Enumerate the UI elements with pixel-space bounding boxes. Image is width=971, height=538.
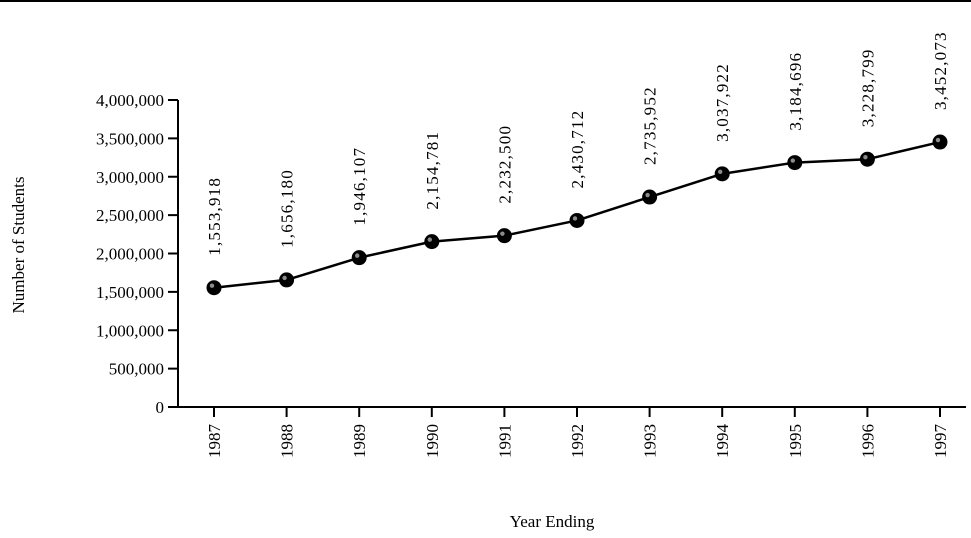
data-point-highlight	[427, 237, 432, 242]
data-point-highlight	[209, 283, 215, 288]
x-axis: 1987 1988 1989 1990 1991 1992 1993 1994 1995 1996…	[178, 406, 966, 459]
x-tick-label: 1995	[786, 424, 805, 458]
series-line	[206, 134, 948, 296]
x-axis-title: Year Ending	[510, 512, 595, 531]
x-tick-label: 1991	[495, 424, 514, 458]
data-point	[859, 151, 875, 167]
data-point	[351, 250, 367, 266]
data-point	[206, 280, 222, 296]
data-point	[932, 134, 948, 150]
data-point	[714, 166, 730, 182]
x-tick-label: 1989	[350, 424, 369, 458]
data-labels: 1,553,918 1,656,180 1,946,107 2,154,781 2,23…	[205, 31, 950, 255]
y-tick-label: 0	[156, 398, 165, 417]
data-label: 2,735,952	[641, 86, 660, 165]
data-point	[642, 189, 658, 205]
data-label: 2,430,712	[568, 110, 587, 189]
x-tick-label: 1994	[713, 424, 732, 459]
x-tick-label: 1992	[568, 424, 587, 458]
data-point-highlight	[282, 275, 287, 281]
data-point-highlight	[355, 253, 360, 258]
y-tick-label: 3,500,000	[96, 129, 164, 148]
y-tick-label: 1,500,000	[96, 283, 164, 302]
data-label: 3,228,799	[858, 48, 877, 127]
data-point	[424, 234, 440, 250]
data-point	[787, 155, 803, 171]
data-point	[496, 228, 512, 244]
data-point-highlight	[790, 158, 795, 163]
data-point	[569, 212, 585, 228]
y-tick-label: 2,500,000	[96, 206, 164, 225]
x-tick-label: 1996	[858, 424, 877, 458]
x-tick-label: 1993	[641, 424, 660, 458]
data-point-highlight	[572, 216, 578, 221]
y-tick-label: 2,000,000	[96, 245, 164, 264]
data-point	[279, 272, 295, 288]
x-tick-label: 1988	[278, 424, 297, 458]
data-label: 3,452,073	[931, 31, 950, 110]
data-label: 3,184,696	[786, 52, 805, 131]
data-point-highlight	[500, 231, 505, 236]
x-tick-label: 1997	[931, 424, 950, 459]
y-tick-label: 3,000,000	[96, 168, 164, 187]
y-axis-title: Number of Students	[9, 177, 28, 314]
data-label: 1,553,918	[205, 177, 224, 256]
data-point-highlight	[863, 154, 868, 160]
data-point-highlight	[718, 169, 723, 175]
y-tick-label: 1,000,000	[96, 321, 164, 340]
data-point-highlight	[935, 137, 941, 143]
data-label: 2,154,781	[423, 131, 442, 210]
y-axis: 0 500,000 1,000,000 1,500,000 2,000,000 2,500…	[96, 91, 179, 417]
data-label: 2,232,500	[495, 125, 514, 204]
data-point-highlight	[645, 192, 650, 198]
x-tick-label: 1987	[205, 424, 224, 459]
data-label: 1,946,107	[350, 147, 369, 226]
x-tick-label: 1990	[423, 424, 442, 458]
data-label: 1,656,180	[278, 169, 297, 248]
y-tick-label: 4,000,000	[96, 91, 164, 110]
y-tick-label: 500,000	[109, 360, 164, 379]
data-label: 3,037,922	[713, 63, 732, 142]
